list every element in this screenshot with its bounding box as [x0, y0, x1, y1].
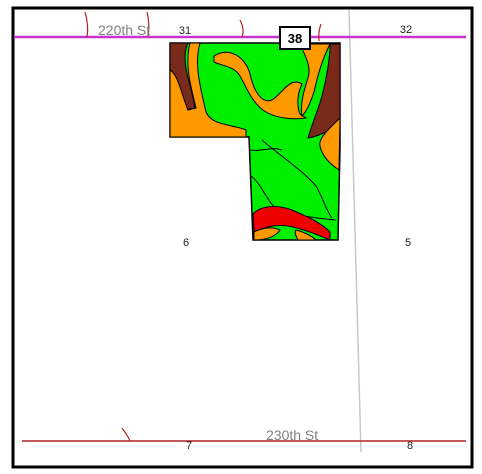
drainage-tick: [84, 11, 89, 38]
soil-zone-orange: [253, 227, 281, 241]
soil-zone-orange: [213, 51, 308, 120]
drainage-tick: [146, 11, 150, 38]
contour-line: [261, 139, 333, 219]
contour-line: [249, 148, 283, 151]
section-number-32: 32: [400, 24, 412, 36]
drainage-tick-south: [121, 427, 131, 442]
soil-zone-orange: [319, 116, 341, 171]
soil-zone-orange: [299, 43, 331, 118]
road-label-220th-st: 220th St: [98, 22, 150, 38]
road-label-230th-st: 230th St: [266, 427, 318, 443]
soil-zone-orange: [169, 42, 247, 138]
drainage-tick: [239, 19, 244, 38]
section-number-7: 7: [186, 440, 192, 452]
soil-field: [169, 42, 341, 241]
highway-number: 38: [288, 31, 302, 46]
section-number-8: 8: [407, 440, 413, 452]
soil-zone-orange: [294, 229, 318, 241]
soil-zone-red: [252, 206, 331, 241]
drainage-ticks-north: [84, 11, 322, 42]
section-number-5: 5: [405, 237, 411, 249]
highway-38-shield: 38: [279, 26, 311, 50]
section-number-6: 6: [183, 237, 189, 249]
section-number-31: 31: [179, 25, 191, 37]
section-line: [348, 9, 362, 453]
shield-box: [279, 26, 311, 50]
drainage-tick: [318, 23, 322, 42]
